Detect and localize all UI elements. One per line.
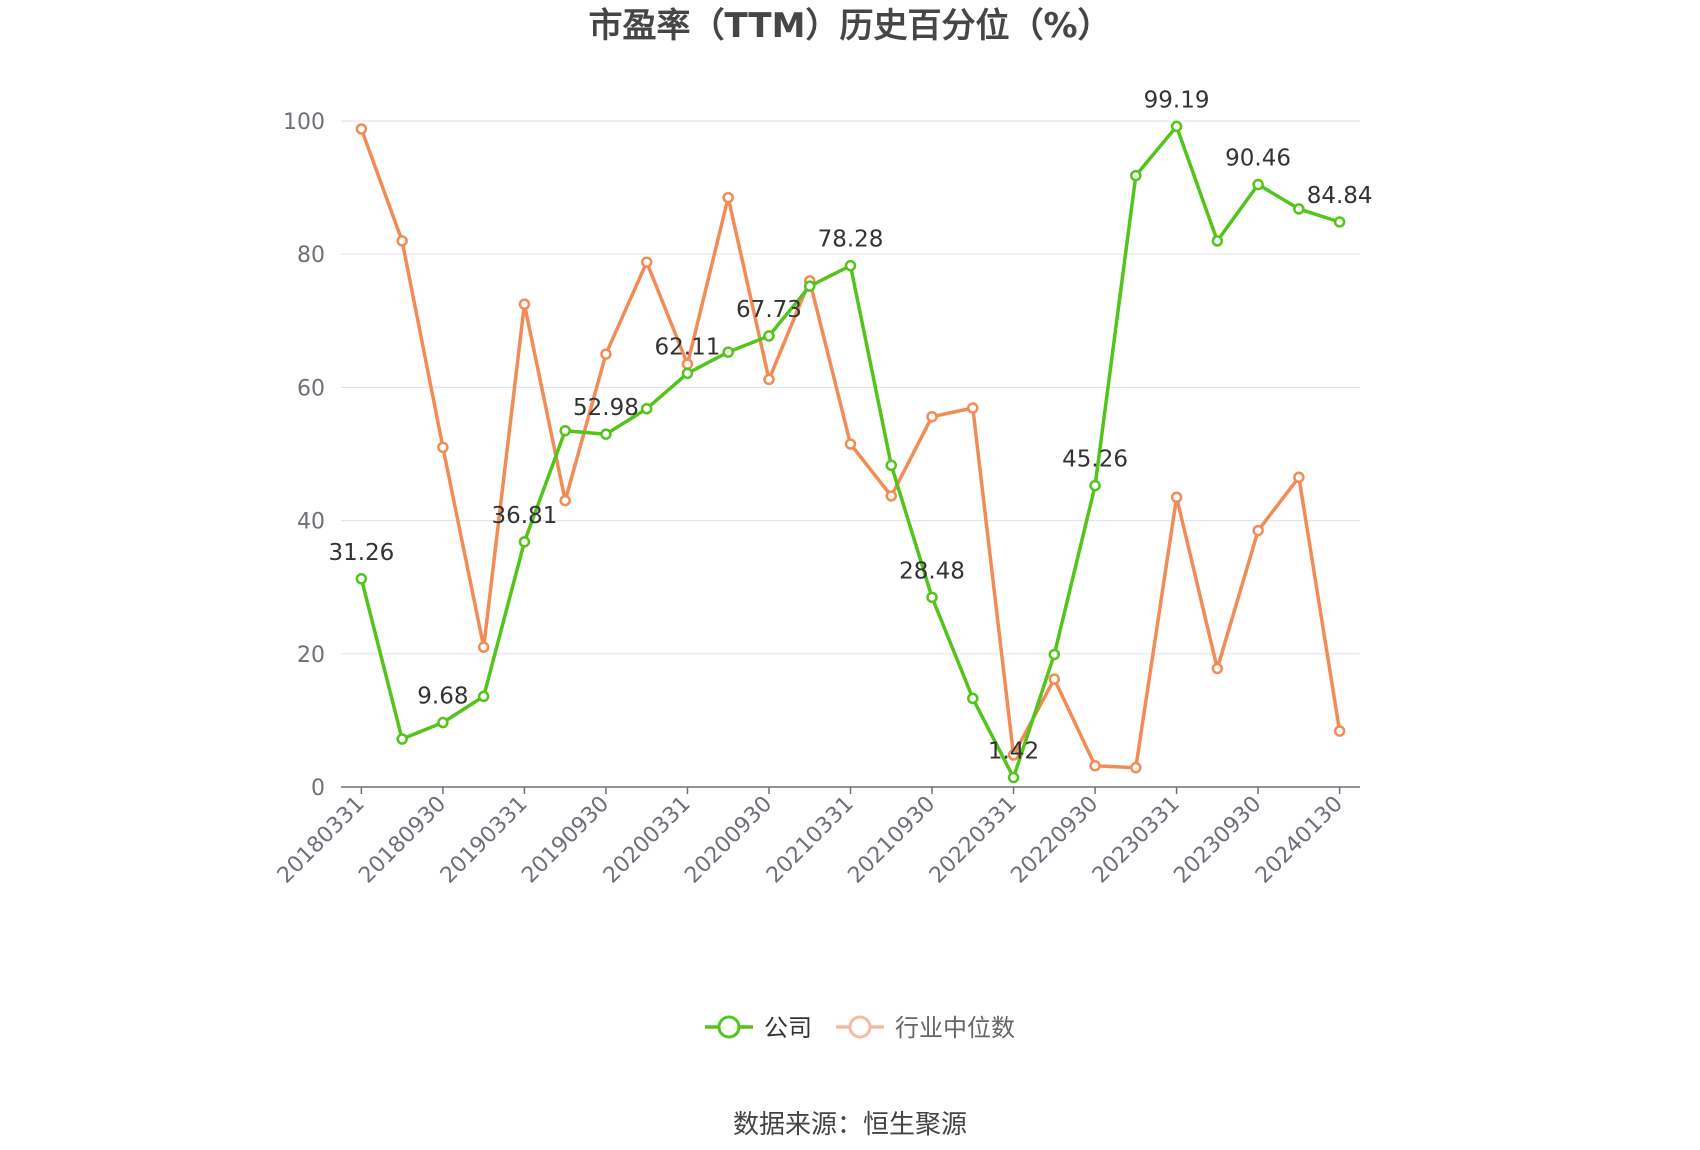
data-point[interactable] bbox=[1333, 725, 1346, 737]
data-point[interactable] bbox=[640, 402, 653, 415]
data-point[interactable] bbox=[1007, 771, 1020, 784]
data-point[interactable] bbox=[763, 330, 775, 342]
data-point[interactable] bbox=[1007, 749, 1020, 761]
data-point[interactable] bbox=[1333, 216, 1346, 228]
data-point[interactable] bbox=[518, 536, 531, 548]
legend-item-0[interactable]: 公司 bbox=[705, 1014, 812, 1042]
data-label: 36.81 bbox=[491, 503, 557, 529]
data-point[interactable] bbox=[1211, 662, 1224, 675]
data-point[interactable] bbox=[1293, 471, 1305, 484]
data-labels: 31.26 9.68 36.81 52.98 62.11 67.73 78.28 28.48 1… bbox=[328, 87, 1372, 764]
legend-label: 公司 bbox=[764, 1014, 812, 1042]
data-point[interactable] bbox=[844, 259, 857, 272]
x-tick-label: 20210930 bbox=[843, 792, 940, 889]
x-tick-label: 20180930 bbox=[354, 792, 451, 889]
data-label: 9.68 bbox=[417, 684, 468, 710]
data-point[interactable] bbox=[396, 235, 408, 247]
data-point[interactable] bbox=[437, 441, 449, 454]
y-tick-label: 80 bbox=[297, 243, 325, 268]
plot-area bbox=[355, 120, 1346, 784]
legend-marker bbox=[717, 1015, 741, 1039]
data-point[interactable] bbox=[1211, 235, 1224, 247]
data-point[interactable] bbox=[681, 367, 694, 380]
data-point[interactable] bbox=[722, 191, 734, 204]
data-point[interactable] bbox=[1048, 648, 1061, 661]
data-label: 99.19 bbox=[1144, 87, 1210, 113]
data-point[interactable] bbox=[600, 348, 612, 360]
data-point[interactable] bbox=[1089, 479, 1101, 492]
data-point[interactable] bbox=[600, 428, 612, 440]
data-point[interactable] bbox=[967, 402, 979, 414]
x-tick-label: 20190331 bbox=[436, 792, 533, 889]
data-point[interactable] bbox=[1252, 178, 1264, 191]
y-axis: 0 20 40 60 80 100 bbox=[283, 110, 325, 801]
data-label: 45.26 bbox=[1062, 447, 1128, 473]
data-point[interactable] bbox=[437, 716, 449, 729]
x-tick-label: 20220331 bbox=[925, 792, 1022, 889]
data-point[interactable] bbox=[1130, 169, 1142, 182]
data-label: 31.26 bbox=[328, 540, 394, 566]
data-point[interactable] bbox=[967, 692, 979, 705]
x-tick-label: 20210331 bbox=[762, 792, 859, 889]
data-label: 28.48 bbox=[899, 558, 965, 584]
data-point[interactable] bbox=[355, 123, 368, 135]
data-point[interactable] bbox=[559, 494, 571, 507]
chart-title: 市盈率（TTM）历史百分位（%） bbox=[588, 6, 1111, 46]
data-label: 84.84 bbox=[1307, 183, 1373, 209]
data-label: 62.11 bbox=[655, 334, 721, 360]
y-tick-label: 100 bbox=[283, 110, 325, 135]
x-tick-label: 20230930 bbox=[1169, 792, 1266, 889]
data-point[interactable] bbox=[1130, 761, 1142, 774]
data-point[interactable] bbox=[803, 280, 816, 292]
data-point[interactable] bbox=[763, 373, 775, 386]
data-point[interactable] bbox=[1048, 673, 1061, 685]
data-label: 90.46 bbox=[1225, 146, 1291, 172]
data-point[interactable] bbox=[1293, 203, 1305, 215]
x-tick-label: 20220930 bbox=[1006, 792, 1103, 889]
data-source: 数据来源：恒生聚源 bbox=[733, 1110, 967, 1140]
data-point[interactable] bbox=[1252, 524, 1264, 537]
data-point[interactable] bbox=[885, 459, 898, 472]
data-label: 78.28 bbox=[818, 227, 884, 253]
data-label: 52.98 bbox=[573, 395, 639, 421]
grid-lines bbox=[341, 120, 1360, 655]
data-point[interactable] bbox=[1170, 120, 1183, 133]
legend[interactable]: 公司 行业中位数 bbox=[705, 1014, 1015, 1042]
data-point[interactable] bbox=[681, 358, 694, 370]
data-point[interactable] bbox=[477, 641, 490, 653]
y-tick-label: 60 bbox=[297, 376, 325, 401]
data-point[interactable] bbox=[396, 733, 408, 745]
legend-label: 行业中位数 bbox=[895, 1014, 1015, 1042]
x-tick-label: 20190930 bbox=[517, 792, 614, 889]
y-tick-label: 40 bbox=[297, 510, 325, 535]
x-tick-label: 20180331 bbox=[273, 792, 370, 889]
x-tick-label: 20230331 bbox=[1088, 792, 1185, 889]
data-point[interactable] bbox=[844, 438, 857, 450]
data-point[interactable] bbox=[885, 490, 898, 502]
data-label: 1.42 bbox=[988, 739, 1039, 765]
data-point[interactable] bbox=[1170, 491, 1183, 504]
x-tick-label: 20240130 bbox=[1251, 792, 1348, 889]
x-tick-label: 20200930 bbox=[680, 792, 777, 889]
data-point[interactable] bbox=[355, 573, 368, 585]
data-point[interactable] bbox=[559, 424, 571, 437]
data-label: 67.73 bbox=[736, 297, 802, 323]
data-point[interactable] bbox=[477, 690, 490, 703]
y-tick-label: 0 bbox=[311, 776, 325, 801]
data-point[interactable] bbox=[640, 256, 653, 268]
x-tick-label: 20200331 bbox=[599, 792, 696, 889]
data-point[interactable] bbox=[1089, 759, 1101, 772]
legend-marker bbox=[848, 1015, 872, 1039]
data-point[interactable] bbox=[926, 591, 938, 604]
data-point[interactable] bbox=[926, 410, 938, 423]
legend-item-1[interactable]: 行业中位数 bbox=[836, 1014, 1015, 1042]
x-axis: 2018033120180930201903312019093020200331… bbox=[273, 786, 1360, 889]
data-point[interactable] bbox=[722, 346, 734, 358]
y-tick-label: 20 bbox=[297, 643, 325, 668]
data-point[interactable] bbox=[518, 298, 531, 310]
